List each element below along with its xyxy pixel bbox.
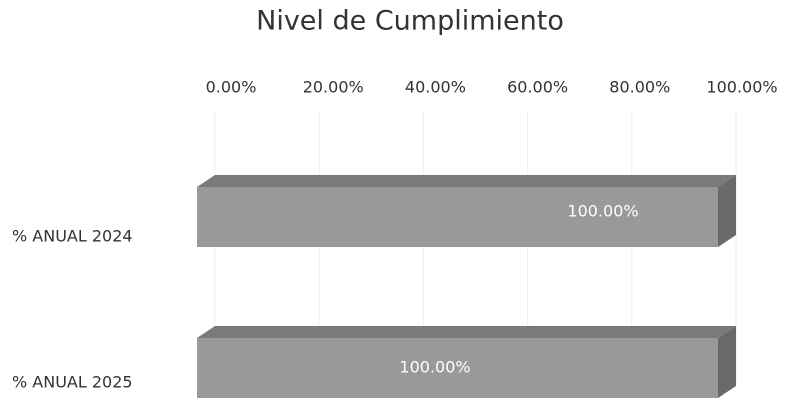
x-tick-label: 20.00% <box>303 78 364 97</box>
bar <box>197 187 718 247</box>
y-tick-label: % ANUAL 2024 <box>12 227 133 246</box>
chart-title: Nivel de Cumplimiento <box>256 6 564 37</box>
x-tick-label: 100.00% <box>706 78 777 97</box>
bar-side <box>718 326 736 398</box>
bar-top <box>197 175 736 187</box>
x-tick-label: 0.00% <box>206 78 257 97</box>
data-label: 100.00% <box>399 358 470 377</box>
x-tick-label: 80.00% <box>609 78 670 97</box>
x-tick-label: 60.00% <box>507 78 568 97</box>
bar-side <box>718 175 736 247</box>
bar-top <box>197 326 736 338</box>
data-label: 100.00% <box>567 202 638 221</box>
bar <box>197 338 718 398</box>
x-tick-label: 40.00% <box>405 78 466 97</box>
y-tick-label: % ANUAL 2025 <box>12 373 133 392</box>
